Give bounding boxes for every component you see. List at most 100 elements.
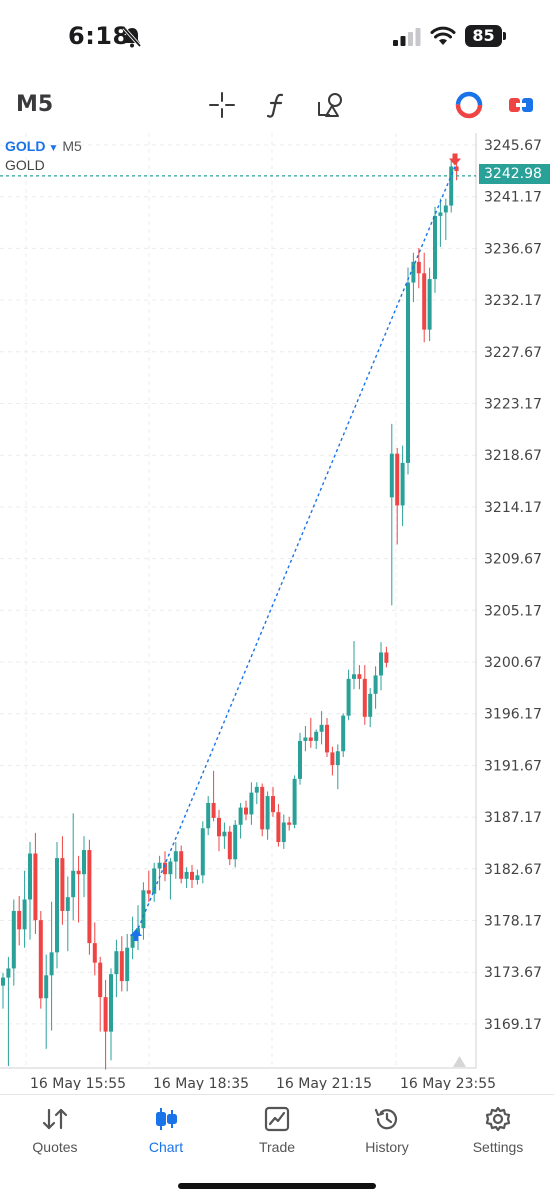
indicators-icon[interactable] <box>262 90 292 120</box>
candle-body <box>6 968 11 978</box>
battery-icon: 85 <box>465 25 507 47</box>
tab-label-settings: Settings <box>472 1139 524 1155</box>
current-price-tag: 3242.98 <box>479 164 550 184</box>
candle-body <box>141 890 146 929</box>
tab-label-trade: Trade <box>258 1139 296 1155</box>
chart-area[interactable]: 3245.67 3241.17 3236.67 3232.17 3227.67 3223.… <box>0 133 554 1090</box>
time-axis-label: 16 May 15:55 <box>30 1076 126 1090</box>
bell-slash-icon <box>122 26 142 48</box>
tab-label-quotes: Quotes <box>32 1139 78 1155</box>
trade-chart-icon <box>264 1106 290 1132</box>
price-axis-label: 3191.67 <box>484 758 542 774</box>
candle-body <box>136 928 140 934</box>
candle-body <box>449 166 454 206</box>
price-axis-label: 3178.17 <box>484 914 542 930</box>
candle-body <box>362 678 367 717</box>
candle-body <box>254 786 259 793</box>
candle-body <box>265 796 270 830</box>
candle-body <box>292 778 297 825</box>
symbol-header[interactable]: GOLD ▼ M5 <box>5 138 82 154</box>
time-axis-label: 16 May 18:35 <box>153 1076 249 1090</box>
candle-body <box>281 822 286 843</box>
candle-body <box>190 871 194 880</box>
candle-body <box>168 861 173 875</box>
candlestick-chart[interactable]: 3245.67 3241.17 3236.67 3232.17 3227.67 3223.… <box>0 133 554 1090</box>
candle-body <box>55 858 59 953</box>
tab-trade[interactable]: Trade <box>227 1101 327 1161</box>
candle-body <box>395 453 400 506</box>
candle-body <box>33 853 38 921</box>
candle-body <box>87 850 92 944</box>
candle-body <box>238 807 243 825</box>
status-bar: 6:18 85 <box>0 0 554 72</box>
time-axis-label: 16 May 23:55 <box>400 1076 496 1090</box>
candle-body <box>287 822 292 825</box>
candle-body <box>92 943 97 963</box>
tab-history[interactable]: History <box>337 1101 437 1161</box>
price-axis-label: 3236.67 <box>484 241 542 257</box>
candle-body <box>60 858 65 911</box>
cellular-signal-icon <box>393 28 421 46</box>
candle-body <box>319 724 324 732</box>
candle-body <box>406 282 410 463</box>
candle-body <box>200 828 205 876</box>
candle-body <box>38 920 43 999</box>
price-axis-label: 3205.17 <box>484 603 542 619</box>
buy-arrow-icon <box>130 928 142 941</box>
candle-body <box>346 678 351 716</box>
timeframe-button[interactable]: M5 <box>16 92 54 117</box>
candle-body <box>195 875 200 880</box>
candle-body <box>114 951 119 975</box>
candle-body <box>368 693 373 717</box>
candle-body <box>341 715 346 752</box>
candle-body <box>298 740 302 779</box>
price-axis-label: 3245.67 <box>484 138 542 154</box>
candle-body <box>217 817 221 837</box>
price-axis-label: 3218.67 <box>484 448 542 464</box>
price-axis-label: 3169.17 <box>484 1017 542 1033</box>
crosshair-icon[interactable] <box>207 90 237 120</box>
price-axis-label: 3196.17 <box>484 707 542 723</box>
color-wheel-icon[interactable] <box>454 90 484 120</box>
candle-body <box>276 812 281 843</box>
candle-body <box>335 751 340 766</box>
symbol-dropdown-icon[interactable]: ▼ <box>48 143 59 154</box>
candle-body <box>357 674 362 679</box>
tab-settings[interactable]: Settings <box>448 1101 548 1161</box>
candle-body <box>22 899 27 930</box>
sort-arrows-icon <box>42 1108 68 1130</box>
price-axis-label: 3209.67 <box>484 552 542 568</box>
candle-body <box>109 974 113 1032</box>
candle-body <box>163 862 167 875</box>
candle-body <box>271 796 275 813</box>
candle-body <box>1 977 5 986</box>
candle-body <box>152 868 157 894</box>
price-axis-label: 3214.17 <box>484 500 542 516</box>
price-axis-label: 3232.17 <box>484 293 542 309</box>
tab-quotes[interactable]: Quotes <box>5 1101 105 1161</box>
price-axis-label: 3200.67 <box>484 655 542 671</box>
candle-body <box>184 871 189 879</box>
candle-body <box>146 890 151 894</box>
trade-panel-icon[interactable] <box>506 90 536 120</box>
history-clock-icon <box>374 1108 398 1130</box>
sell-arrow-icon <box>449 153 461 166</box>
candle-body <box>352 674 356 679</box>
home-indicator <box>178 1183 376 1189</box>
candle-body <box>244 807 248 815</box>
candle-body <box>400 462 405 506</box>
symbol-name[interactable]: GOLD <box>5 138 46 154</box>
battery-level: 85 <box>465 25 502 47</box>
candle-body <box>82 850 86 875</box>
candle-body <box>379 652 383 676</box>
candle-body <box>49 952 54 976</box>
tab-chart[interactable]: Chart <box>116 1101 216 1161</box>
candle-body <box>308 737 313 741</box>
candle-body <box>384 652 389 663</box>
candle-body <box>125 947 130 982</box>
wifi-icon <box>430 26 456 45</box>
time-axis-label: 16 May 21:15 <box>276 1076 372 1090</box>
candle-body <box>454 166 459 172</box>
objects-icon[interactable] <box>316 90 346 120</box>
candle-body <box>314 731 319 741</box>
